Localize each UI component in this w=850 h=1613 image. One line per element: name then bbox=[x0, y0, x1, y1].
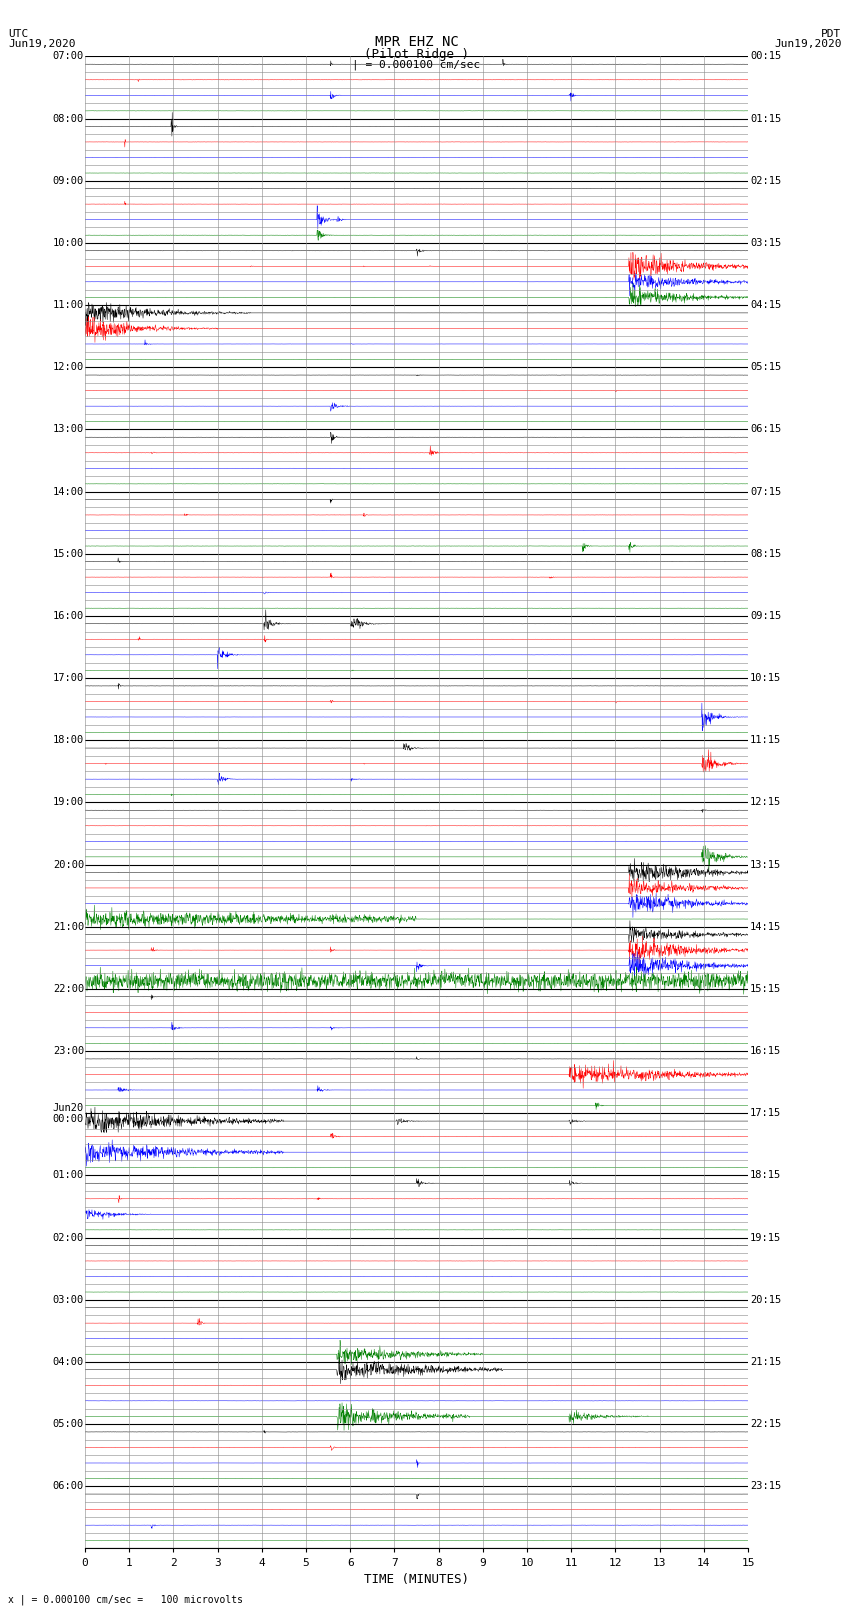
Text: 08:00: 08:00 bbox=[53, 113, 84, 124]
Text: 13:00: 13:00 bbox=[53, 424, 84, 434]
Text: 14:00: 14:00 bbox=[53, 487, 84, 497]
Text: 15:00: 15:00 bbox=[53, 548, 84, 558]
Text: 16:00: 16:00 bbox=[53, 611, 84, 621]
Text: 02:00: 02:00 bbox=[53, 1232, 84, 1242]
Text: 19:15: 19:15 bbox=[751, 1232, 781, 1242]
Text: 19:00: 19:00 bbox=[53, 797, 84, 808]
Text: Jun19,2020: Jun19,2020 bbox=[8, 39, 76, 48]
Text: 12:15: 12:15 bbox=[751, 797, 781, 808]
Text: 07:00: 07:00 bbox=[53, 52, 84, 61]
Text: 03:15: 03:15 bbox=[751, 239, 781, 248]
Text: 00:15: 00:15 bbox=[751, 52, 781, 61]
Text: MPR EHZ NC: MPR EHZ NC bbox=[375, 35, 458, 50]
Text: 11:15: 11:15 bbox=[751, 736, 781, 745]
Text: | = 0.000100 cm/sec: | = 0.000100 cm/sec bbox=[353, 60, 480, 71]
Text: 01:00: 01:00 bbox=[53, 1171, 84, 1181]
Text: 09:15: 09:15 bbox=[751, 611, 781, 621]
Text: (Pilot Ridge ): (Pilot Ridge ) bbox=[364, 48, 469, 61]
Text: 07:15: 07:15 bbox=[751, 487, 781, 497]
Text: 04:15: 04:15 bbox=[751, 300, 781, 310]
Text: 10:15: 10:15 bbox=[751, 673, 781, 684]
Text: 01:15: 01:15 bbox=[751, 113, 781, 124]
Text: 22:00: 22:00 bbox=[53, 984, 84, 994]
Text: UTC: UTC bbox=[8, 29, 29, 39]
Text: 21:00: 21:00 bbox=[53, 921, 84, 932]
Text: 23:00: 23:00 bbox=[53, 1047, 84, 1057]
Text: 17:00: 17:00 bbox=[53, 673, 84, 684]
Text: 08:15: 08:15 bbox=[751, 548, 781, 558]
Text: 04:00: 04:00 bbox=[53, 1357, 84, 1366]
Text: 09:00: 09:00 bbox=[53, 176, 84, 185]
Text: 15:15: 15:15 bbox=[751, 984, 781, 994]
Text: 18:00: 18:00 bbox=[53, 736, 84, 745]
Text: 11:00: 11:00 bbox=[53, 300, 84, 310]
Text: 20:00: 20:00 bbox=[53, 860, 84, 869]
Text: Jun20
00:00: Jun20 00:00 bbox=[53, 1103, 84, 1124]
Text: 06:00: 06:00 bbox=[53, 1481, 84, 1492]
Text: x | = 0.000100 cm/sec =   100 microvolts: x | = 0.000100 cm/sec = 100 microvolts bbox=[8, 1594, 243, 1605]
Text: 20:15: 20:15 bbox=[751, 1295, 781, 1305]
Text: Jun19,2020: Jun19,2020 bbox=[774, 39, 842, 48]
Text: 14:15: 14:15 bbox=[751, 921, 781, 932]
Text: 18:15: 18:15 bbox=[751, 1171, 781, 1181]
Text: 21:15: 21:15 bbox=[751, 1357, 781, 1366]
Text: 22:15: 22:15 bbox=[751, 1419, 781, 1429]
Text: 05:15: 05:15 bbox=[751, 363, 781, 373]
Text: 10:00: 10:00 bbox=[53, 239, 84, 248]
Text: PDT: PDT bbox=[821, 29, 842, 39]
Text: 17:15: 17:15 bbox=[751, 1108, 781, 1118]
Text: 13:15: 13:15 bbox=[751, 860, 781, 869]
X-axis label: TIME (MINUTES): TIME (MINUTES) bbox=[364, 1573, 469, 1586]
Text: 23:15: 23:15 bbox=[751, 1481, 781, 1492]
Text: 03:00: 03:00 bbox=[53, 1295, 84, 1305]
Text: 06:15: 06:15 bbox=[751, 424, 781, 434]
Text: 16:15: 16:15 bbox=[751, 1047, 781, 1057]
Text: 05:00: 05:00 bbox=[53, 1419, 84, 1429]
Text: 02:15: 02:15 bbox=[751, 176, 781, 185]
Text: 12:00: 12:00 bbox=[53, 363, 84, 373]
